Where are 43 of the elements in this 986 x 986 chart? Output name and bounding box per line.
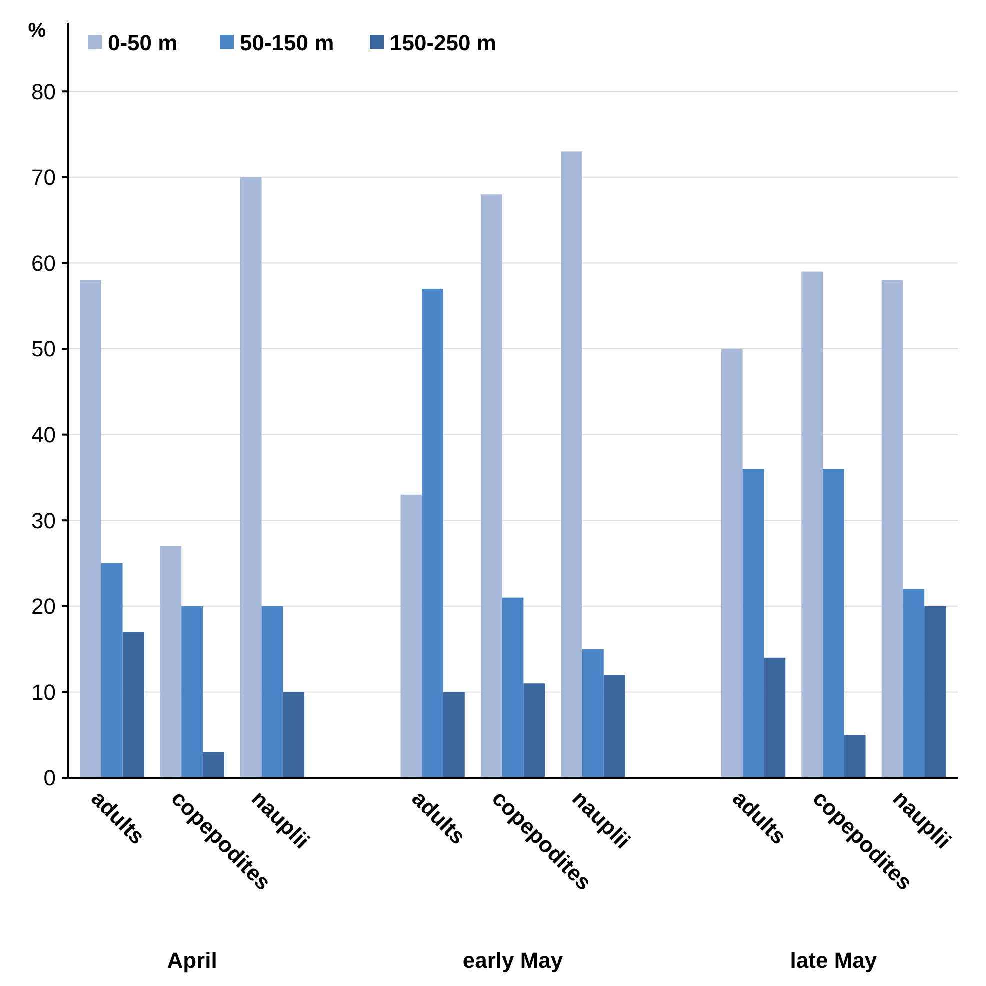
bar (742, 469, 764, 778)
bar (262, 606, 284, 778)
bar (444, 692, 465, 778)
bar (844, 735, 866, 778)
legend-label: 150-250 m (390, 30, 496, 56)
bar (903, 589, 925, 778)
bar (160, 546, 182, 778)
bar (283, 692, 305, 778)
y-tick-label: 30 (32, 508, 56, 534)
bar (502, 598, 524, 778)
bar (400, 494, 422, 778)
bar (422, 288, 444, 778)
bar (823, 469, 844, 778)
bar (524, 684, 546, 778)
bar (561, 152, 582, 778)
bar (604, 675, 626, 778)
bar (122, 632, 144, 778)
bar (80, 280, 102, 778)
y-tick-label: 70 (32, 165, 56, 190)
text: late May (790, 948, 878, 973)
y-tick-label: 50 (32, 336, 56, 362)
y-tick-label: 80 (32, 79, 56, 104)
bar (924, 606, 946, 778)
bar (182, 606, 203, 778)
y-tick-label: 10 (32, 680, 56, 705)
y-tick-label: 40 (32, 422, 56, 448)
y-tick-label: 0 (44, 766, 56, 791)
bar (101, 564, 123, 778)
bar (582, 649, 604, 778)
y-tick-label: 20 (32, 594, 56, 620)
bar (802, 272, 824, 778)
bar (882, 280, 904, 778)
bar (240, 177, 262, 778)
legend-label: 0-50 m (108, 30, 178, 56)
text: April (167, 948, 218, 973)
bar (721, 349, 743, 778)
bar (764, 658, 786, 778)
y-axis-title: % (28, 20, 46, 42)
legend-label: 50-150 m (240, 30, 334, 56)
y-tick-label: 60 (32, 250, 56, 276)
bar (202, 752, 224, 778)
text: early May (462, 948, 564, 973)
bar (480, 194, 502, 778)
